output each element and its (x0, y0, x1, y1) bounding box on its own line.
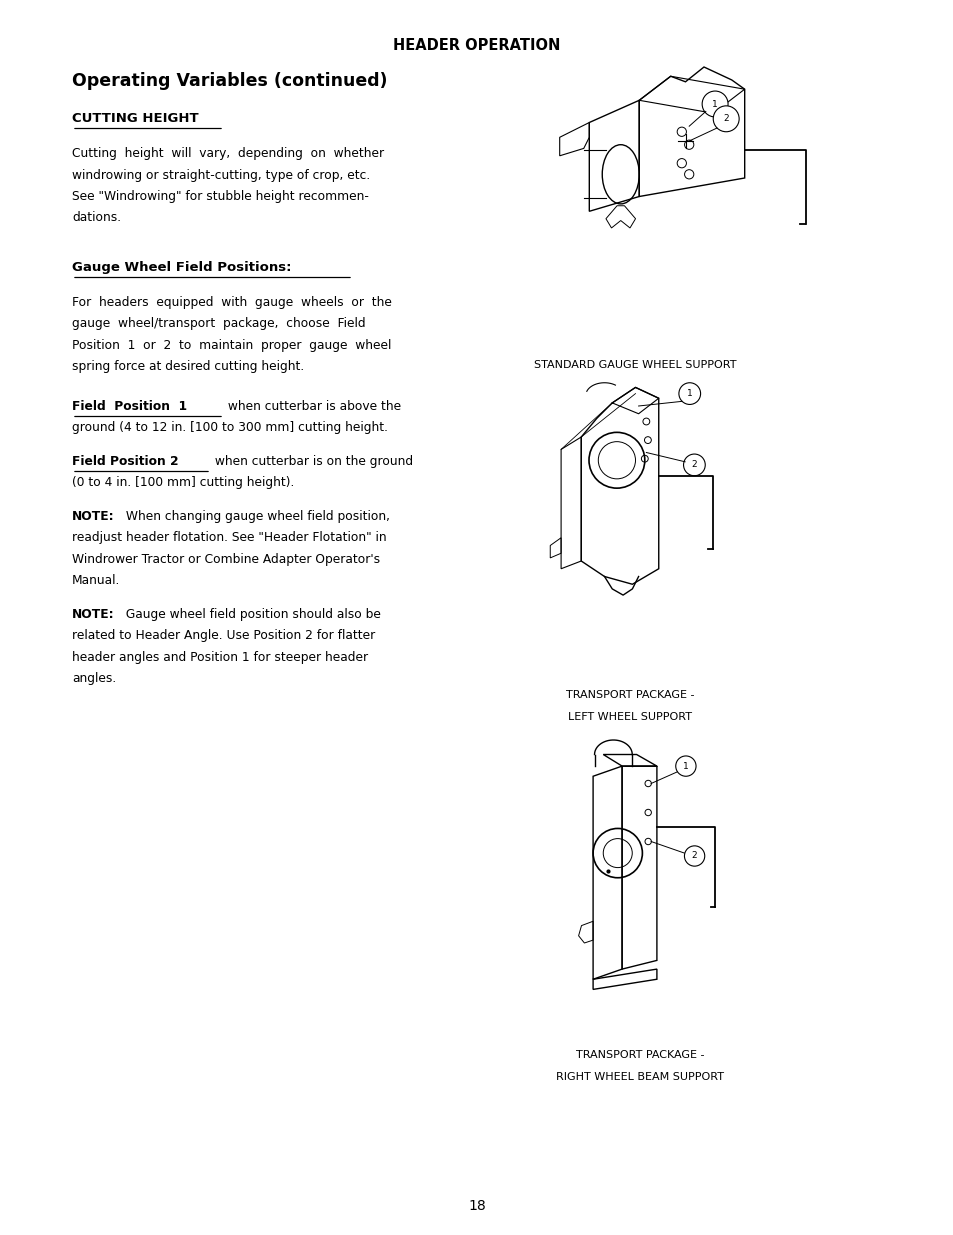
Text: Field  Position  1: Field Position 1 (71, 400, 187, 412)
Text: STANDARD GAUGE WHEEL SUPPORT: STANDARD GAUGE WHEEL SUPPORT (533, 359, 736, 370)
Text: 1: 1 (686, 389, 692, 398)
Text: LEFT WHEEL SUPPORT: LEFT WHEEL SUPPORT (567, 713, 691, 722)
Text: Manual.: Manual. (71, 574, 120, 588)
Text: Field Position 2: Field Position 2 (71, 454, 178, 468)
Text: TRANSPORT PACKAGE -: TRANSPORT PACKAGE - (576, 1050, 703, 1060)
Text: NOTE:: NOTE: (71, 510, 114, 522)
Text: TRANSPORT PACKAGE -: TRANSPORT PACKAGE - (565, 690, 694, 700)
Text: 18: 18 (468, 1199, 485, 1213)
Text: HEADER OPERATION: HEADER OPERATION (393, 38, 560, 53)
Text: Cutting  height  will  vary,  depending  on  whether: Cutting height will vary, depending on w… (71, 147, 384, 161)
Text: angles.: angles. (71, 673, 116, 685)
Text: See "Windrowing" for stubble height recommen-: See "Windrowing" for stubble height reco… (71, 190, 369, 203)
Text: (0 to 4 in. [100 mm] cutting height).: (0 to 4 in. [100 mm] cutting height). (71, 477, 294, 489)
Text: For  headers  equipped  with  gauge  wheels  or  the: For headers equipped with gauge wheels o… (71, 296, 392, 309)
Text: gauge  wheel/transport  package,  choose  Field: gauge wheel/transport package, choose Fi… (71, 317, 365, 331)
Circle shape (683, 846, 704, 866)
Text: header angles and Position 1 for steeper header: header angles and Position 1 for steeper… (71, 651, 368, 664)
Text: when cutterbar is on the ground: when cutterbar is on the ground (211, 454, 413, 468)
Text: related to Header Angle. Use Position 2 for flatter: related to Header Angle. Use Position 2 … (71, 630, 375, 642)
Text: CUTTING HEIGHT: CUTTING HEIGHT (71, 112, 198, 125)
Text: NOTE:: NOTE: (71, 608, 114, 621)
Circle shape (683, 454, 704, 475)
Text: RIGHT WHEEL BEAM SUPPORT: RIGHT WHEEL BEAM SUPPORT (556, 1072, 723, 1082)
Text: When changing gauge wheel field position,: When changing gauge wheel field position… (122, 510, 390, 522)
Text: spring force at desired cutting height.: spring force at desired cutting height. (71, 361, 304, 373)
Text: dations.: dations. (71, 211, 121, 225)
Text: ground (4 to 12 in. [100 to 300 mm] cutting height.: ground (4 to 12 in. [100 to 300 mm] cutt… (71, 421, 388, 435)
Circle shape (701, 91, 727, 117)
Circle shape (679, 383, 700, 404)
Text: Position  1  or  2  to  maintain  proper  gauge  wheel: Position 1 or 2 to maintain proper gauge… (71, 338, 391, 352)
Text: when cutterbar is above the: when cutterbar is above the (224, 400, 400, 412)
Text: Gauge wheel field position should also be: Gauge wheel field position should also b… (122, 608, 380, 621)
Circle shape (713, 106, 739, 132)
Text: 2: 2 (691, 851, 697, 861)
Text: windrowing or straight-cutting, type of crop, etc.: windrowing or straight-cutting, type of … (71, 168, 370, 182)
Text: readjust header flotation. See "Header Flotation" in: readjust header flotation. See "Header F… (71, 531, 386, 545)
Text: 2: 2 (722, 115, 728, 124)
Text: 2: 2 (691, 461, 697, 469)
Text: Windrower Tractor or Combine Adapter Operator's: Windrower Tractor or Combine Adapter Ope… (71, 553, 379, 566)
Text: 1: 1 (682, 762, 688, 771)
Text: 1: 1 (712, 100, 718, 109)
Circle shape (675, 756, 696, 777)
Text: Operating Variables (continued): Operating Variables (continued) (71, 72, 387, 90)
Text: Gauge Wheel Field Positions:: Gauge Wheel Field Positions: (71, 261, 292, 274)
